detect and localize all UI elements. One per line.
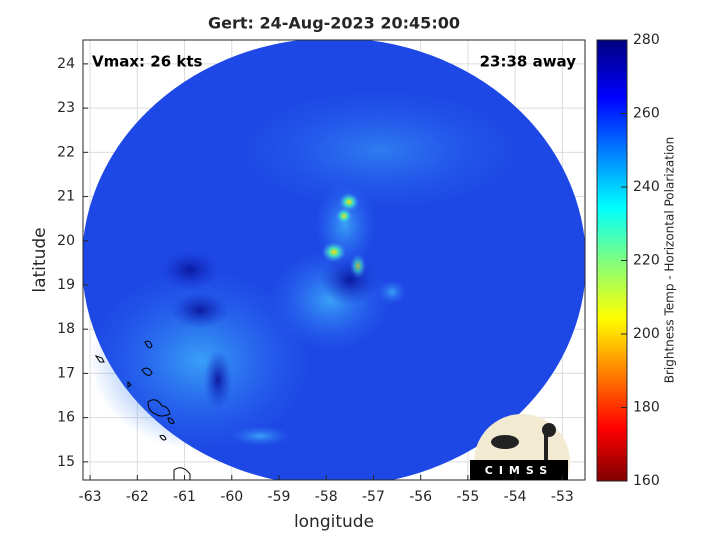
y-tick-label: 24: [57, 56, 75, 72]
y-tick-label: 16: [57, 410, 75, 426]
x-tick-label: -58: [315, 489, 338, 505]
annotation: Vmax: 26 kts: [92, 53, 202, 71]
x-tick-label: -54: [504, 489, 527, 505]
colorbar-tick-label: 220: [633, 253, 660, 269]
y-tick-label: 22: [57, 144, 75, 160]
x-tick-label: -61: [173, 489, 196, 505]
colorbar-tick-label: 240: [633, 179, 660, 195]
colorbar-tick-label: 180: [633, 400, 660, 416]
y-axis-label: latitude: [30, 227, 50, 292]
logo-text: CIMSS: [485, 464, 553, 477]
y-tick-label: 18: [57, 321, 75, 337]
chart-title: Gert: 24-Aug-2023 20:45:00: [208, 14, 460, 33]
y-tick-label: 17: [57, 365, 75, 381]
colorbar-tick-label: 160: [633, 473, 660, 489]
x-tick-label: -62: [126, 489, 149, 505]
y-tick-label: 23: [57, 100, 75, 116]
y-tick-label: 15: [57, 454, 75, 470]
y-tick-label: 20: [57, 233, 75, 249]
swath: [83, 40, 585, 480]
x-tick-label: -55: [456, 489, 479, 505]
colorbar-tick-label: 280: [633, 32, 660, 48]
y-tick-label: 21: [57, 189, 75, 205]
colorbar-tick-label: 260: [633, 106, 660, 122]
x-tick-label: -57: [362, 489, 385, 505]
x-tick-label: -63: [79, 489, 102, 505]
axes-box: [82, 39, 586, 481]
y-tick-label: 19: [57, 277, 75, 293]
x-tick-label: -59: [268, 489, 291, 505]
x-tick-label: -60: [220, 489, 243, 505]
colorbar-label: Brightness Temp - Horizontal Polarizatio…: [663, 137, 677, 384]
x-tick-label: -56: [409, 489, 432, 505]
logo: CIMSS: [470, 414, 570, 480]
x-tick-label: -53: [551, 489, 574, 505]
x-axis-label: longitude: [294, 512, 374, 532]
colorbar-tick-label: 200: [633, 326, 660, 342]
annotation: 23:38 away: [480, 53, 577, 71]
